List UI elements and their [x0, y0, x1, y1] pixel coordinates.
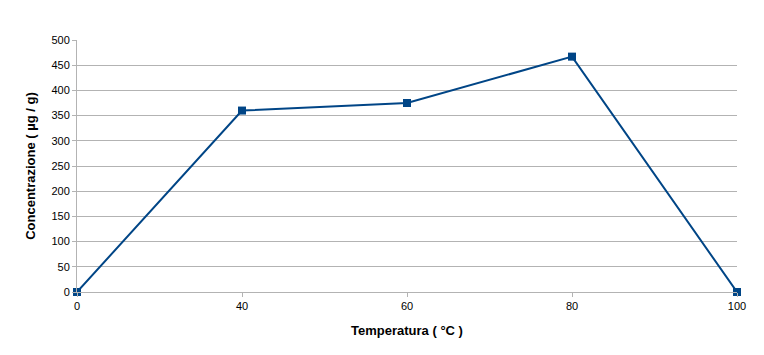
svg-text:0: 0: [64, 286, 70, 298]
svg-text:0: 0: [74, 300, 80, 312]
svg-text:40: 40: [236, 300, 248, 312]
svg-text:50: 50: [58, 261, 70, 273]
svg-text:350: 350: [51, 109, 69, 121]
svg-text:Concentrazione ( µg / g): Concentrazione ( µg / g): [23, 92, 38, 240]
svg-text:500: 500: [51, 34, 69, 46]
svg-text:60: 60: [401, 300, 413, 312]
svg-text:400: 400: [51, 84, 69, 96]
svg-text:300: 300: [51, 135, 69, 147]
svg-text:Temperatura ( °C ): Temperatura ( °C ): [351, 323, 463, 338]
svg-text:100: 100: [728, 300, 746, 312]
svg-text:250: 250: [51, 160, 69, 172]
svg-text:200: 200: [51, 185, 69, 197]
svg-text:450: 450: [51, 59, 69, 71]
svg-text:80: 80: [566, 300, 578, 312]
svg-text:100: 100: [51, 235, 69, 247]
svg-text:150: 150: [51, 210, 69, 222]
